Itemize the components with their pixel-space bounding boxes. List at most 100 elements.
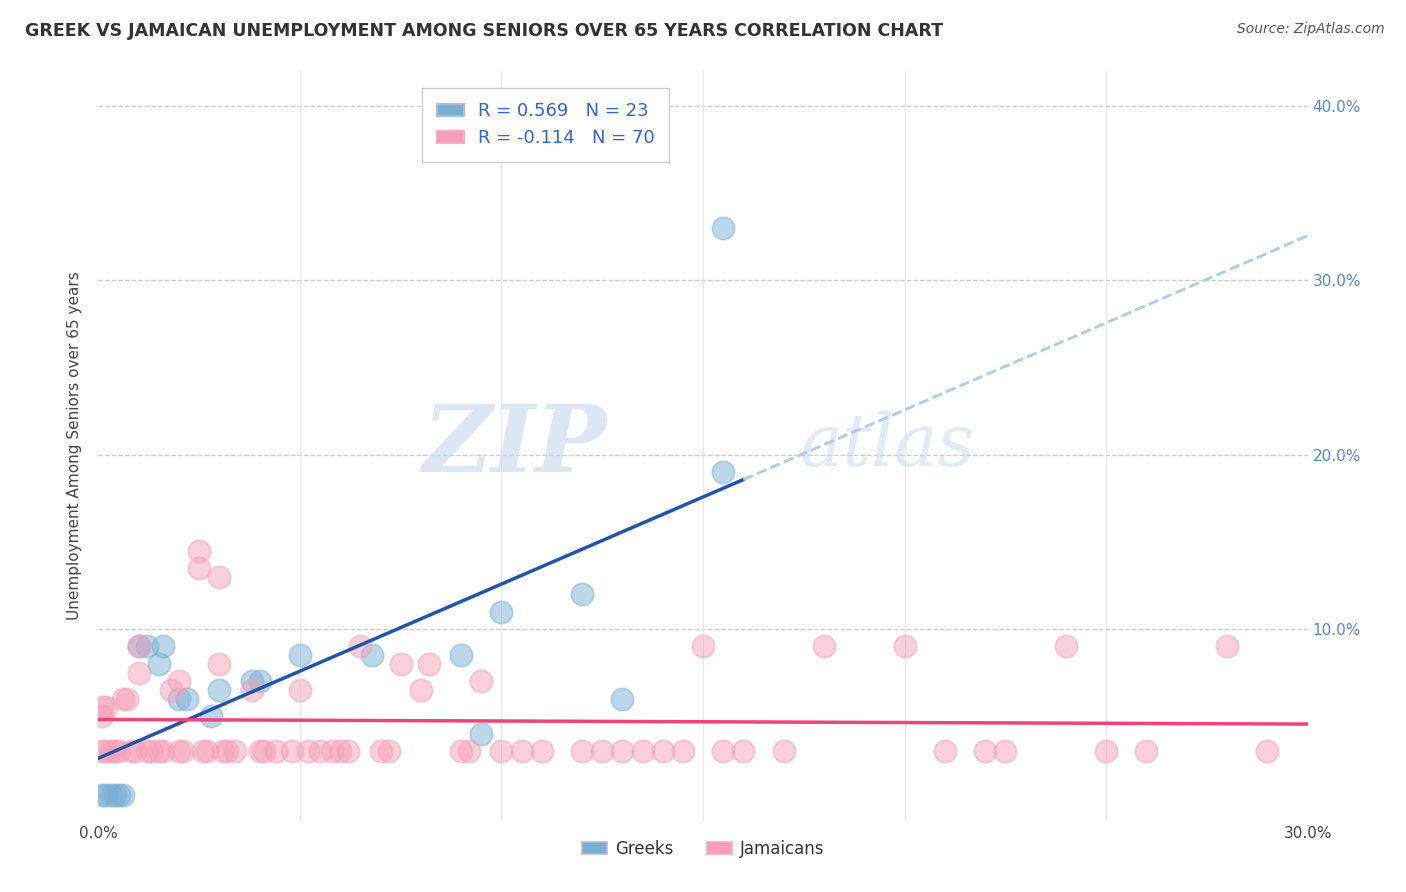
Point [450, 648, 472, 662]
Point [612, 691, 634, 706]
Point [128, 665, 150, 680]
Point [96, 700, 118, 714]
Point [470, 674, 492, 689]
Point [91, 788, 114, 802]
Point [288, 682, 311, 697]
Text: GREEK VS JAMAICAN UNEMPLOYMENT AMONG SENIORS OVER 65 YEARS CORRELATION CHART: GREEK VS JAMAICAN UNEMPLOYMENT AMONG SEN… [25, 22, 943, 40]
Text: Source: ZipAtlas.com: Source: ZipAtlas.com [1237, 22, 1385, 37]
Point [100, 744, 122, 758]
Point [631, 744, 654, 758]
Point [208, 682, 231, 697]
Point [772, 744, 794, 758]
Point [893, 640, 915, 654]
Point [212, 744, 235, 758]
Point [249, 674, 271, 689]
Point [612, 744, 634, 758]
Point [128, 640, 150, 654]
Point [176, 691, 198, 706]
Point [103, 744, 125, 758]
Point [128, 640, 150, 654]
Point [111, 788, 134, 802]
Point [100, 788, 122, 802]
Point [167, 691, 190, 706]
Point [249, 744, 271, 758]
Point [107, 744, 129, 758]
Point [152, 744, 174, 758]
Point [813, 640, 835, 654]
Point [1256, 744, 1278, 758]
Legend: Greeks, Jamaicans: Greeks, Jamaicans [575, 833, 831, 864]
Point [361, 648, 384, 662]
Point [91, 700, 114, 714]
Point [240, 682, 263, 697]
Point [148, 744, 170, 758]
Point [711, 744, 734, 758]
Point [458, 744, 481, 758]
Point [591, 744, 613, 758]
Point [96, 744, 118, 758]
Text: atlas: atlas [800, 410, 976, 482]
Point [124, 744, 146, 758]
Point [1054, 640, 1077, 654]
Point [321, 744, 343, 758]
Point [96, 788, 118, 802]
Point [1216, 640, 1239, 654]
Point [288, 648, 311, 662]
Point [281, 744, 304, 758]
Point [370, 744, 392, 758]
Point [994, 744, 1017, 758]
Point [91, 709, 114, 723]
Point [409, 682, 432, 697]
Point [139, 744, 162, 758]
Point [188, 561, 211, 575]
Point [160, 682, 183, 697]
Point [135, 640, 157, 654]
Point [111, 691, 134, 706]
Point [711, 465, 734, 479]
Point [651, 744, 673, 758]
Point [193, 744, 215, 758]
Point [91, 744, 114, 758]
Point [530, 744, 553, 758]
Point [692, 640, 714, 654]
Point [470, 726, 492, 740]
Point [264, 744, 287, 758]
Point [510, 744, 533, 758]
Point [491, 605, 513, 619]
Point [934, 744, 956, 758]
Point [224, 744, 246, 758]
Point [733, 744, 755, 758]
Point [152, 640, 174, 654]
Point [1135, 744, 1157, 758]
Point [571, 744, 593, 758]
Point [418, 657, 440, 671]
Point [349, 640, 371, 654]
Point [571, 587, 593, 601]
Point [1095, 744, 1118, 758]
Point [120, 744, 142, 758]
Point [217, 744, 239, 758]
Text: ZIP: ZIP [422, 401, 606, 491]
Point [103, 788, 125, 802]
Point [195, 744, 218, 758]
Point [167, 674, 190, 689]
Point [672, 744, 695, 758]
Point [329, 744, 352, 758]
Point [148, 657, 170, 671]
Point [253, 744, 276, 758]
Point [167, 744, 190, 758]
Point [337, 744, 360, 758]
Point [297, 744, 319, 758]
Point [188, 543, 211, 558]
Point [389, 657, 412, 671]
Point [974, 744, 997, 758]
Y-axis label: Unemployment Among Seniors over 65 years: Unemployment Among Seniors over 65 years [67, 272, 83, 620]
Point [200, 709, 222, 723]
Point [208, 657, 231, 671]
Point [711, 221, 734, 235]
Point [135, 744, 157, 758]
Point [107, 788, 129, 802]
Point [172, 744, 194, 758]
Point [240, 674, 263, 689]
Point [208, 570, 231, 584]
